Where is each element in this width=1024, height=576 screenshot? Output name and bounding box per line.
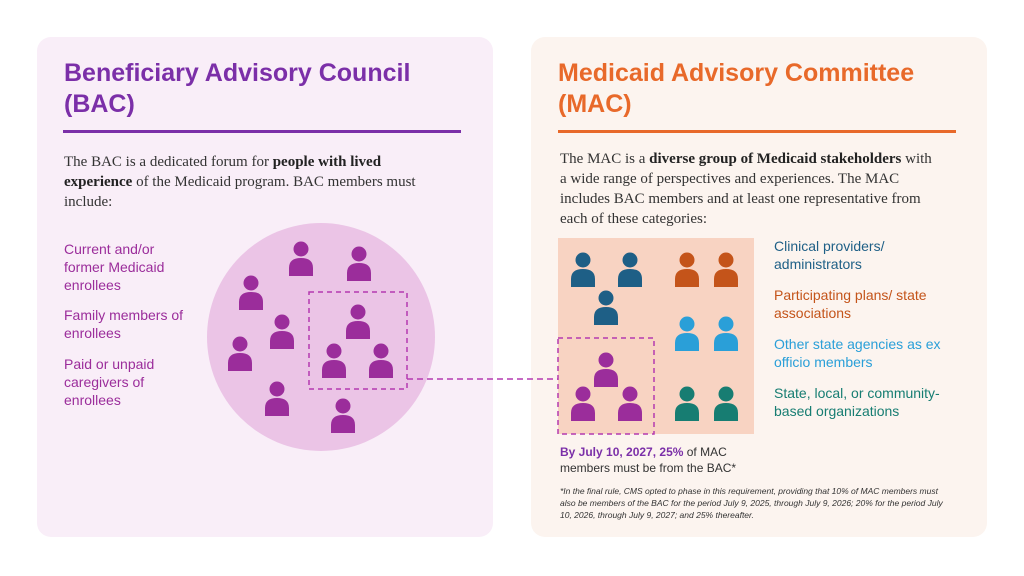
mac-category-clinical: Clinical providers/ administrators bbox=[774, 238, 885, 272]
mac-title-divider bbox=[558, 130, 956, 133]
mac-category-plans: Participating plans/ state associations bbox=[774, 287, 927, 321]
mac-category-community: State, local, or community-based organiz… bbox=[774, 385, 940, 419]
bac-title-line2: (BAC) bbox=[64, 90, 135, 118]
bac-member-caregivers: Paid or unpaid caregivers of enrollees bbox=[64, 356, 155, 408]
mac-category-state-agencies: Other state agencies as ex officio membe… bbox=[774, 336, 941, 370]
mac-intro-bold: diverse group of Medicaid stakeholders bbox=[649, 151, 902, 167]
bac-title-divider bbox=[63, 130, 461, 133]
mac-title-line2: (MAC) bbox=[558, 90, 632, 118]
mac-intro-pre: The MAC is a bbox=[560, 151, 650, 167]
mac-bac-subset-highlight bbox=[557, 337, 655, 435]
mac-footnote: *In the final rule, CMS opted to phase i… bbox=[560, 486, 943, 520]
bac-intro-pre: The BAC is a dedicated forum for bbox=[64, 154, 273, 170]
bac-member-enrollees: Current and/or former Medicaid enrollees bbox=[64, 241, 165, 293]
mac-intro-post: with a wide range of perspectives and ex… bbox=[560, 151, 932, 227]
bac-intro: The BAC is a dedicated forum for people … bbox=[64, 152, 444, 212]
mac-title: Medicaid Advisory Committee (MAC) bbox=[558, 58, 914, 120]
bac-intro-bold: people with lived experience bbox=[64, 154, 382, 190]
bac-member-circle bbox=[207, 223, 435, 451]
mac-requirement: By July 10, 2027, 25% of MAC members mus… bbox=[560, 444, 760, 476]
mac-intro: The MAC is a diverse group of Medicaid s… bbox=[560, 149, 942, 229]
mac-requirement-bold: By July 10, 2027, 25% bbox=[560, 445, 684, 459]
bac-subset-highlight bbox=[308, 291, 408, 390]
bac-member-family: Family members of enrollees bbox=[64, 307, 184, 341]
bac-intro-post: of the Medicaid program. BAC members mus… bbox=[64, 174, 416, 210]
mac-title-line1: Medicaid Advisory Committee bbox=[558, 59, 915, 87]
bac-title: Beneficiary Advisory Council (BAC) bbox=[64, 58, 410, 120]
mac-requirement-rest: of MAC members must be from the BAC* bbox=[560, 445, 737, 475]
bac-title-line1: Beneficiary Advisory Council bbox=[64, 59, 411, 87]
